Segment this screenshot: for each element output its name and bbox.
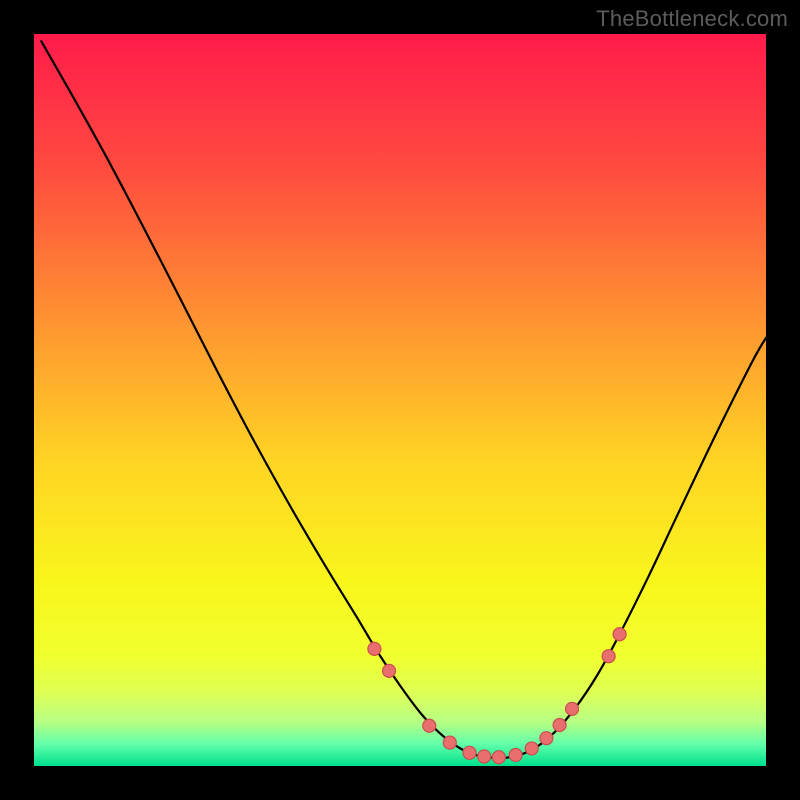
marker-point bbox=[478, 750, 491, 763]
marker-point bbox=[553, 719, 566, 732]
chart-frame: TheBottleneck.com bbox=[0, 0, 800, 800]
marker-point bbox=[525, 742, 538, 755]
marker-point bbox=[383, 664, 396, 677]
marker-point bbox=[509, 749, 522, 762]
marker-point bbox=[613, 628, 626, 641]
marker-point bbox=[492, 751, 505, 764]
plot-area bbox=[34, 34, 766, 766]
marker-point bbox=[463, 746, 476, 759]
curve-path bbox=[41, 41, 766, 758]
marker-point bbox=[566, 702, 579, 715]
marker-point bbox=[368, 642, 381, 655]
marker-point bbox=[602, 650, 615, 663]
marker-point bbox=[540, 732, 553, 745]
watermark-text: TheBottleneck.com bbox=[596, 6, 788, 32]
plot-svg bbox=[34, 34, 766, 766]
marker-point bbox=[423, 719, 436, 732]
marker-point bbox=[443, 736, 456, 749]
